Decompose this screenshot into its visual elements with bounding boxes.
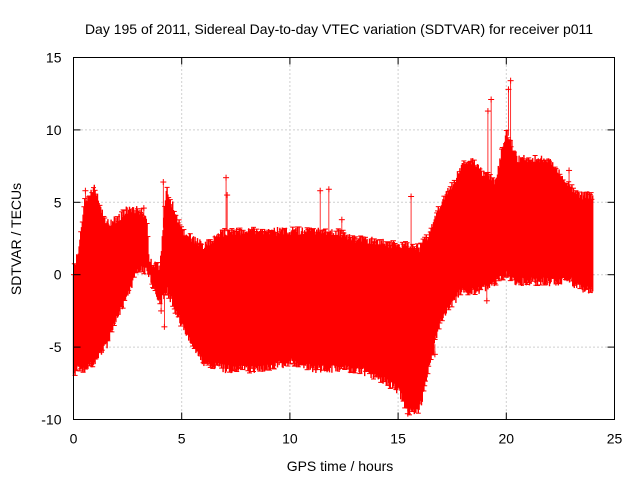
x-tick-label: 10 [282, 431, 298, 447]
x-tick-label: 25 [607, 431, 623, 447]
x-tick-label: 5 [178, 431, 186, 447]
outlier-point [317, 187, 324, 232]
outlier-point [338, 216, 345, 235]
outlier-point [408, 193, 415, 247]
y-tick-label: -5 [49, 339, 62, 355]
outlier-point [82, 187, 89, 201]
x-tick-label: 20 [499, 431, 515, 447]
outlier-point [158, 301, 165, 314]
y-tick-label: -10 [41, 412, 61, 428]
chart-title: Day 195 of 2011, Sidereal Day-to-day VTE… [85, 21, 593, 37]
outlier-point [484, 108, 491, 177]
y-tick-label: 10 [46, 122, 62, 138]
outlier-point [325, 186, 332, 232]
outlier-point [399, 380, 406, 387]
tick-labels: 0 5 10 15 20 25 -10 -5 0 5 10 15 [41, 50, 622, 447]
outlier-point [140, 205, 147, 216]
outlier-point [161, 294, 168, 330]
x-tick-label: 15 [390, 431, 406, 447]
outlier-point [431, 344, 438, 358]
y-tick-label: 15 [46, 50, 62, 66]
outlier-point [483, 286, 490, 304]
outlier-point [160, 179, 167, 228]
plot-frame [73, 57, 615, 420]
outlier-point [223, 174, 230, 232]
y-tick-label: 0 [54, 267, 62, 283]
y-axis-label: SDTVAR / TECUs [8, 183, 24, 295]
outlier-point [507, 77, 514, 142]
outlier-point [566, 167, 573, 185]
outlier-point [404, 410, 411, 417]
data-layer [71, 77, 595, 417]
outlier-point [224, 192, 231, 232]
x-tick-label: 0 [70, 431, 78, 447]
y-tick-label: 5 [54, 194, 62, 210]
outlier-point [488, 96, 495, 179]
x-axis-label: GPS time / hours [287, 458, 394, 474]
